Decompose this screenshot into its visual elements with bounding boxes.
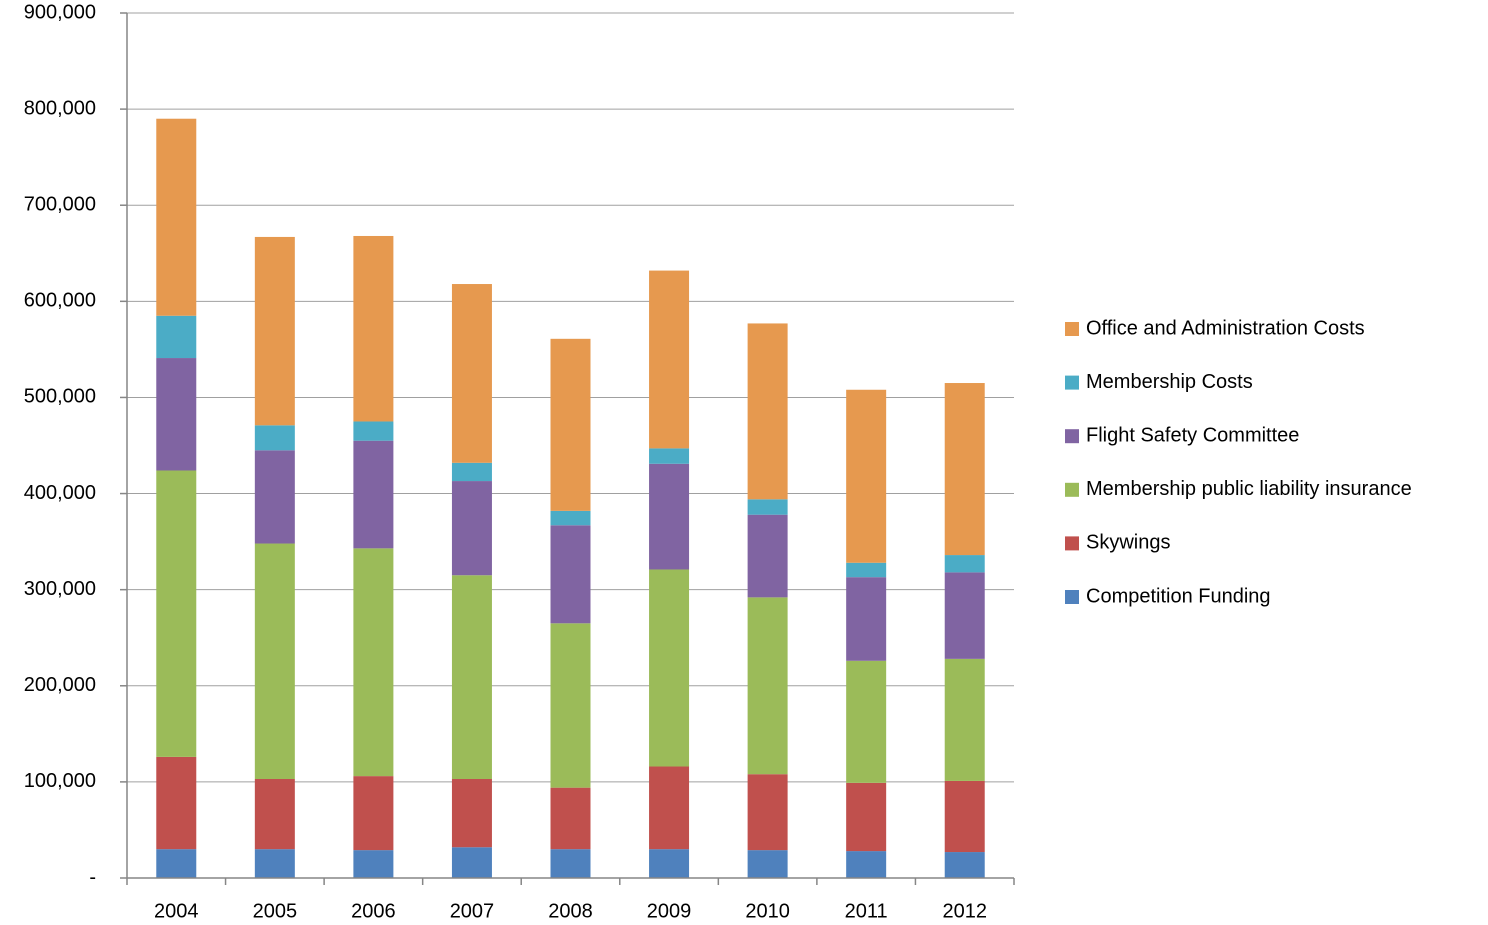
bar-segment: [254, 849, 295, 878]
y-tick-label: 800,000: [24, 97, 96, 119]
bar-segment: [451, 284, 492, 463]
x-tick-label: 2008: [548, 900, 593, 922]
bar-segment: [156, 358, 197, 471]
bar-segment: [747, 323, 788, 500]
legend-label: Office and Administration Costs: [1086, 317, 1365, 339]
bar-segment: [747, 850, 788, 878]
bar-segment: [649, 463, 690, 570]
y-tick-label: 700,000: [24, 194, 96, 216]
y-tick-label: 900,000: [24, 1, 96, 23]
bar-segment: [254, 450, 295, 544]
bar-segment: [254, 425, 295, 451]
y-tick-label: 100,000: [24, 770, 96, 792]
bar-segment: [944, 658, 985, 781]
legend-swatch: [1065, 590, 1079, 604]
bar-segment: [254, 543, 295, 780]
bar-segment: [156, 315, 197, 359]
legend-label: Membership public liability insurance: [1086, 478, 1412, 500]
bar-segment: [550, 787, 591, 850]
bar-segment: [747, 514, 788, 598]
bar-segment: [846, 851, 887, 878]
bar-segment: [649, 270, 690, 449]
x-tick-label: 2011: [845, 900, 888, 922]
bar-segment: [156, 470, 197, 757]
y-tick-label: 600,000: [24, 290, 96, 312]
bar-segment: [156, 849, 197, 878]
x-tick-label: 2009: [647, 900, 692, 922]
y-tick-label: -: [89, 866, 96, 888]
x-tick-label: 2012: [942, 900, 987, 922]
bar-segment: [944, 780, 985, 853]
legend-label: Skywings: [1086, 532, 1170, 554]
legend-swatch: [1065, 429, 1079, 444]
bar-segment: [353, 776, 394, 851]
bar-segment: [451, 575, 492, 780]
bar-segment: [353, 440, 394, 549]
bar-segment: [649, 766, 690, 850]
bar-segment: [944, 383, 985, 556]
x-tick-label: 2007: [450, 900, 495, 922]
bar-segment: [944, 555, 985, 573]
bar-segment: [649, 849, 690, 878]
bar-segment: [846, 562, 887, 578]
bar-segment: [451, 779, 492, 848]
bar-segment: [846, 389, 887, 563]
bar-segment: [550, 338, 591, 511]
x-tick-label: 2010: [745, 900, 790, 922]
bar-segment: [254, 236, 295, 426]
bar-segment: [353, 548, 394, 777]
bar-segment: [353, 235, 394, 422]
x-tick-label: 2004: [154, 900, 199, 922]
bar-segment: [747, 774, 788, 851]
y-tick-label: 400,000: [24, 482, 96, 504]
bar-segment: [846, 577, 887, 661]
bar-segment: [451, 481, 492, 576]
bar-segment: [550, 525, 591, 624]
legend-label: Flight Safety Committee: [1086, 424, 1299, 446]
x-tick-label: 2006: [351, 900, 396, 922]
legend-label: Membership Costs: [1086, 371, 1253, 393]
legend-label: Competition Funding: [1086, 585, 1271, 607]
bar-segment: [451, 847, 492, 878]
legend-swatch: [1065, 536, 1079, 551]
bar-segment: [254, 779, 295, 850]
bar-segment: [353, 850, 394, 878]
bar-segment: [747, 499, 788, 515]
bar-segment: [747, 597, 788, 775]
legend-swatch: [1065, 482, 1079, 497]
x-tick-label: 2005: [253, 900, 298, 922]
bar-segment: [944, 572, 985, 659]
bar-segment: [550, 623, 591, 788]
bar-segment: [550, 510, 591, 526]
y-tick-label: 200,000: [24, 674, 96, 696]
bar-segment: [550, 849, 591, 878]
bar-segment: [156, 118, 197, 316]
bar-segment: [944, 852, 985, 878]
bar-segment: [353, 421, 394, 441]
bar-segment: [846, 782, 887, 852]
bar-segment: [649, 448, 690, 464]
y-tick-label: 300,000: [24, 578, 96, 600]
bar-segment: [156, 756, 197, 850]
bar-segment: [846, 660, 887, 783]
y-tick-label: 500,000: [24, 386, 96, 408]
bar-segment: [451, 462, 492, 482]
legend-swatch: [1065, 322, 1079, 336]
legend-swatch: [1065, 375, 1079, 390]
bar-segment: [649, 569, 690, 767]
